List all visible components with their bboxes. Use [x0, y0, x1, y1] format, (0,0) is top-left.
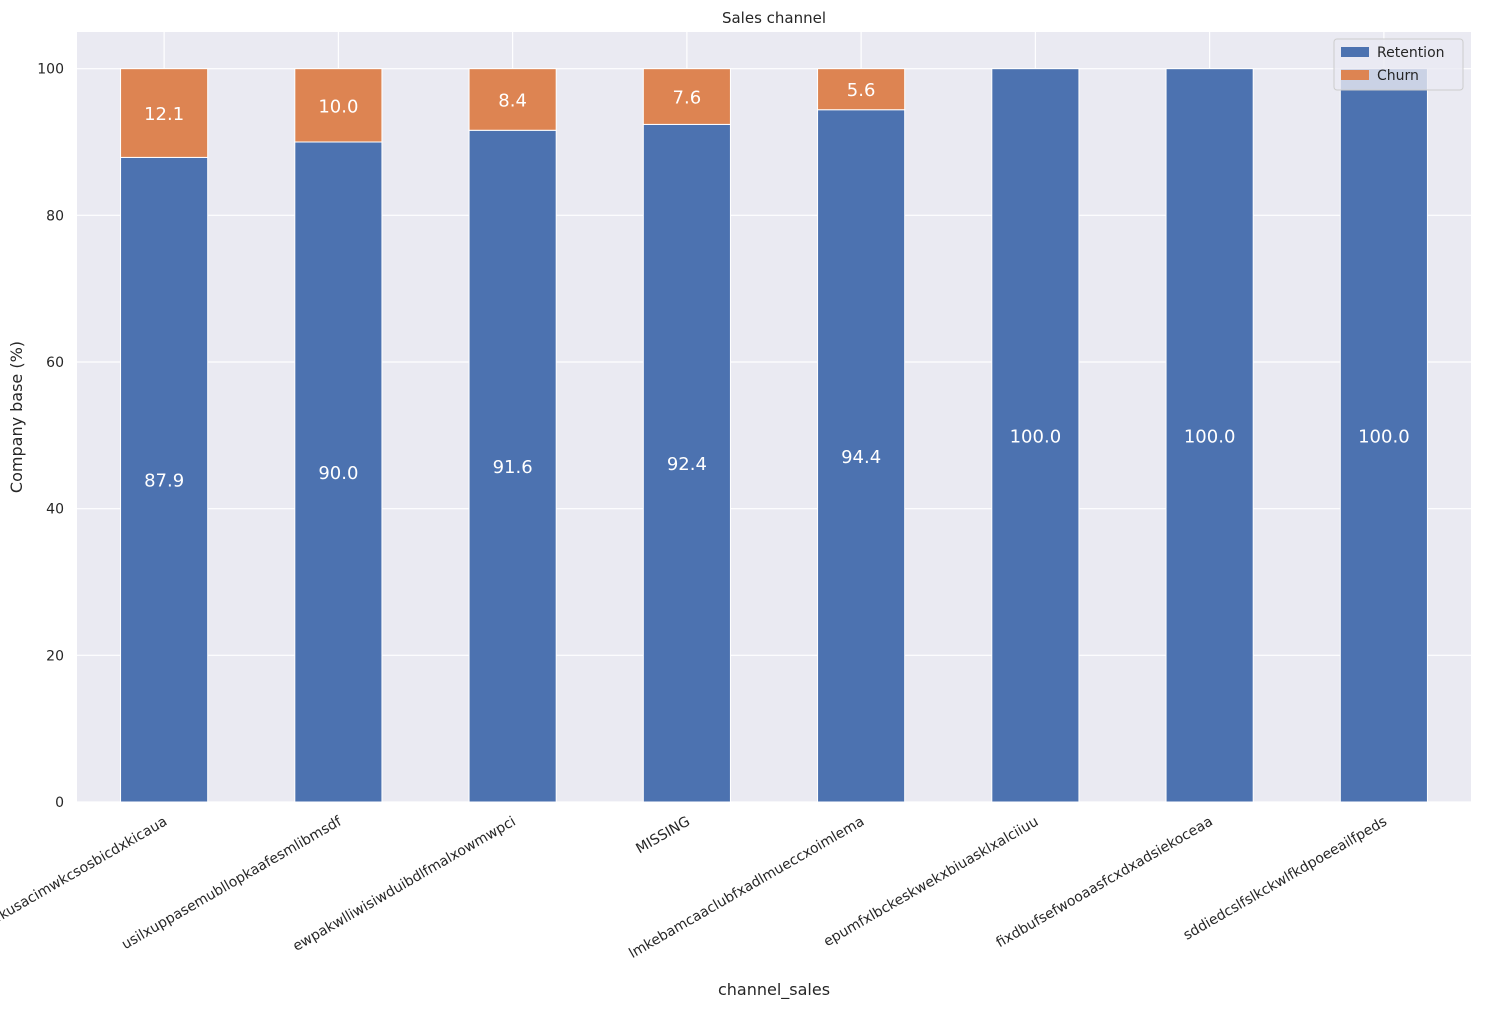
data-label-retention: 100.0 — [1358, 426, 1410, 447]
legend-label-churn[interactable]: Churn — [1377, 68, 1419, 84]
bar-retention — [817, 109, 906, 803]
bar-retention — [991, 68, 1080, 803]
y-tick-label: 60 — [46, 355, 64, 371]
y-tick-label: 40 — [46, 502, 64, 518]
data-label-churn: 8.4 — [498, 90, 527, 111]
y-tick-label: 100 — [37, 62, 64, 78]
legend-swatch-retention — [1341, 47, 1369, 57]
data-label-retention: 90.0 — [318, 463, 358, 484]
data-label-retention: 100.0 — [1010, 426, 1062, 447]
data-label-retention: 94.4 — [841, 447, 881, 468]
data-label-retention: 91.6 — [493, 457, 533, 478]
y-tick-label: 80 — [46, 208, 64, 224]
x-axis-ticks: foosdfpfkusacimwkcsosbicdxkicauausilxupp… — [0, 813, 1390, 962]
y-axis-ticks: 0 20 40 60 80 100 — [37, 62, 64, 811]
data-label-churn: 7.6 — [673, 88, 702, 109]
legend[interactable]: Retention Churn — [1333, 38, 1464, 91]
data-label-retention: 87.9 — [144, 471, 184, 492]
bar-churn — [817, 68, 906, 111]
bar-retention — [1165, 68, 1254, 803]
bar-retention — [468, 129, 557, 803]
legend-swatch-churn — [1341, 70, 1369, 80]
bar-churn — [294, 68, 383, 143]
plot-area — [77, 32, 1471, 802]
data-label-churn: 12.1 — [144, 104, 184, 125]
chart-title: Sales channel — [722, 9, 826, 27]
y-axis-label: Company base (%) — [7, 341, 26, 493]
y-tick-label: 20 — [46, 648, 64, 664]
bar-churn — [642, 68, 731, 125]
data-labels: 87.9 90.0 91.6 92.4 94.4 100.0 100.0 100.0 12.1 1… — [144, 80, 1410, 492]
x-tick-label: sddiedcslfslkckwlfkdpoeeailfpeds — [1181, 814, 1390, 944]
bar-retention — [120, 156, 209, 803]
x-tick-label: MISSING — [633, 814, 692, 858]
bars — [120, 68, 1428, 803]
y-tick-label: 0 — [55, 795, 64, 811]
bar-churn — [120, 68, 209, 158]
data-label-churn: 10.0 — [318, 96, 358, 117]
bar-retention — [294, 141, 383, 803]
data-label-retention: 92.4 — [667, 454, 707, 475]
bar-retention — [1339, 68, 1428, 803]
bar-churn — [468, 68, 557, 131]
data-label-retention: 100.0 — [1184, 426, 1236, 447]
x-axis-label: channel_sales — [718, 980, 830, 1000]
data-label-churn: 5.6 — [847, 80, 876, 101]
legend-label-retention[interactable]: Retention — [1377, 45, 1445, 61]
bar-retention — [642, 123, 731, 803]
